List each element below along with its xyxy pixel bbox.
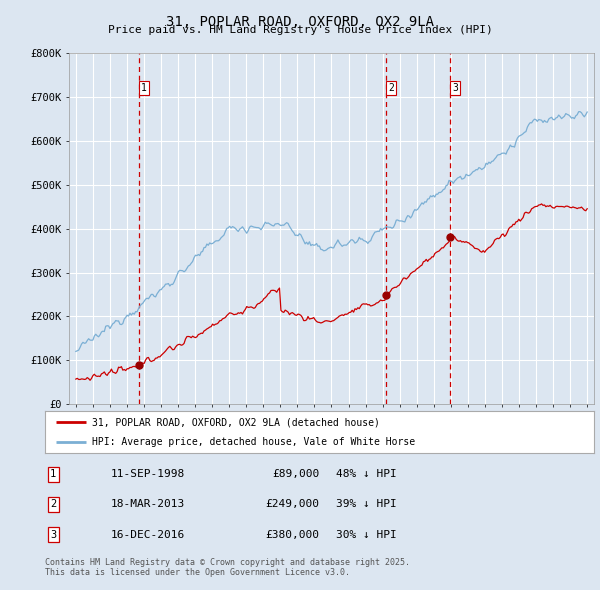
- Text: 11-SEP-1998: 11-SEP-1998: [111, 469, 185, 479]
- Text: £380,000: £380,000: [265, 530, 320, 540]
- Text: £89,000: £89,000: [272, 469, 320, 479]
- Text: 39% ↓ HPI: 39% ↓ HPI: [336, 500, 397, 509]
- Text: 31, POPLAR ROAD, OXFORD, OX2 9LA (detached house): 31, POPLAR ROAD, OXFORD, OX2 9LA (detach…: [92, 417, 380, 427]
- Text: 2: 2: [50, 500, 56, 509]
- Text: 1: 1: [50, 469, 56, 479]
- Text: 16-DEC-2016: 16-DEC-2016: [111, 530, 185, 540]
- Text: 18-MAR-2013: 18-MAR-2013: [111, 500, 185, 509]
- Text: 3: 3: [452, 83, 458, 93]
- Text: 1: 1: [141, 83, 147, 93]
- Text: £249,000: £249,000: [265, 500, 320, 509]
- Text: 3: 3: [50, 530, 56, 540]
- Text: Contains HM Land Registry data © Crown copyright and database right 2025.
This d: Contains HM Land Registry data © Crown c…: [45, 558, 410, 577]
- Text: 2: 2: [388, 83, 394, 93]
- Text: 30% ↓ HPI: 30% ↓ HPI: [336, 530, 397, 540]
- Text: 31, POPLAR ROAD, OXFORD, OX2 9LA: 31, POPLAR ROAD, OXFORD, OX2 9LA: [166, 15, 434, 29]
- Text: 48% ↓ HPI: 48% ↓ HPI: [336, 469, 397, 479]
- Text: Price paid vs. HM Land Registry's House Price Index (HPI): Price paid vs. HM Land Registry's House …: [107, 25, 493, 35]
- Text: HPI: Average price, detached house, Vale of White Horse: HPI: Average price, detached house, Vale…: [92, 437, 415, 447]
